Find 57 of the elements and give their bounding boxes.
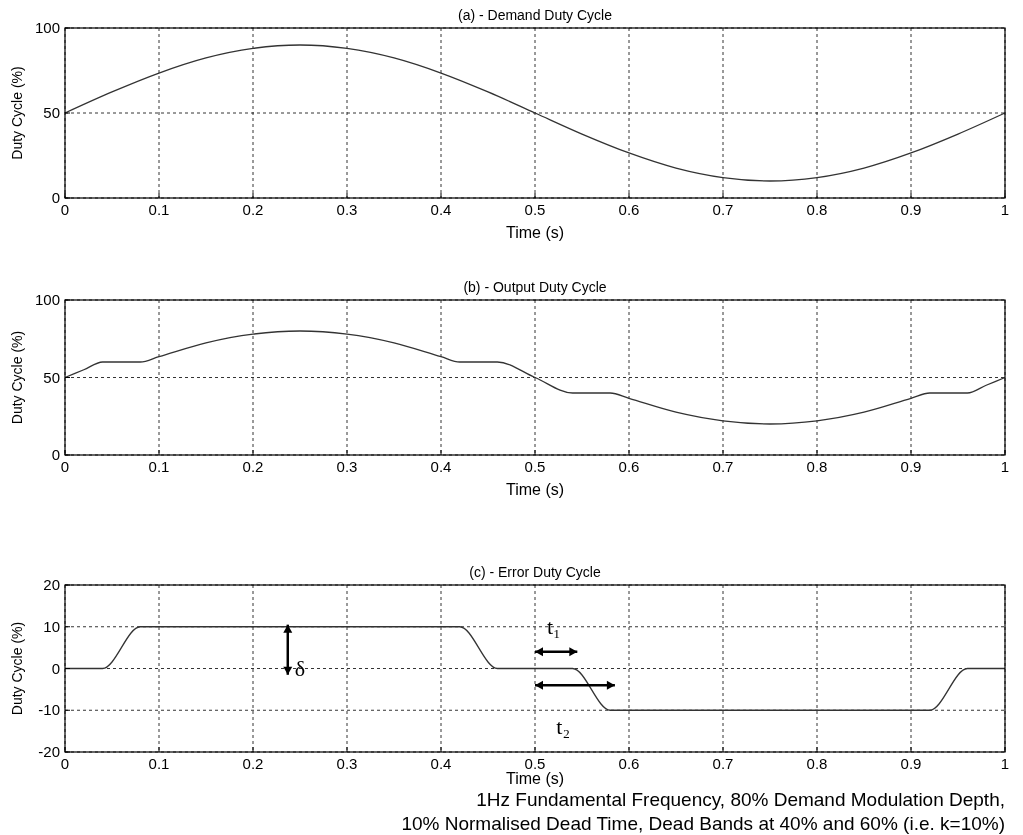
y-tick-label: 0 [51, 189, 60, 206]
x-axis-title: Time (s) [505, 224, 565, 241]
y-tick-label: 100 [34, 19, 60, 36]
x-tick-label: 0.2 [242, 755, 264, 772]
x-tick-label: 0.2 [242, 458, 264, 475]
x-tick-label: 0.8 [806, 201, 828, 218]
line-series [64, 44, 1006, 182]
chart-title: (a) - Demand Duty Cycle [457, 7, 613, 23]
annotation: t₂ [556, 713, 571, 739]
text: 10% Normalised Dead Time, Dead Bands at 40% and 60% (i.e. k=10%) [401, 813, 1005, 834]
y-axis-title: Duty Cycle (%) [9, 621, 25, 716]
text: 1Hz Fundamental Frequency, 80% Demand Modulation Depth, [476, 789, 1005, 810]
y-tick-label: 0 [51, 446, 60, 463]
x-tick-label: 0.3 [336, 201, 358, 218]
x-tick-label: 0.9 [900, 201, 922, 218]
x-tick-label: 0.1 [148, 755, 170, 772]
annotation: t₁ [546, 613, 561, 639]
x-tick-label: 0.5 [524, 201, 546, 218]
x-tick-label: 0.6 [618, 458, 640, 475]
x-tick-label: 0.1 [148, 201, 170, 218]
x-tick-label: 0.2 [242, 201, 264, 218]
y-axis-title: Duty Cycle (%) [9, 330, 25, 425]
x-tick-label: 0.3 [336, 458, 358, 475]
x-tick-label: 0.6 [618, 201, 640, 218]
x-tick-label: 1 [1000, 201, 1010, 218]
x-tick-label: 0.4 [430, 458, 452, 475]
x-tick-label: 0.9 [900, 458, 922, 475]
x-tick-label: 0.6 [618, 755, 640, 772]
y-tick-label: 50 [43, 104, 60, 121]
chart-title: (b) - Output Duty Cycle [463, 279, 607, 295]
x-tick-label: 0.7 [712, 458, 734, 475]
y-tick-label: 0 [51, 659, 60, 677]
y-axis-title: Duty Cycle (%) [9, 66, 25, 160]
x-axis-title: Time (s) [505, 770, 565, 787]
x-tick-label: 0.7 [712, 755, 734, 772]
x-tick-label: 0.8 [806, 458, 828, 475]
x-tick-label: 0.5 [524, 755, 546, 772]
y-tick-label: -10 [38, 701, 60, 719]
x-tick-label: 0.5 [524, 458, 546, 475]
x-tick-label: 0.9 [900, 755, 922, 772]
line-series [64, 330, 1006, 425]
x-tick-label: 0.8 [806, 755, 828, 772]
annotation: δ [294, 655, 306, 681]
y-tick-label: 50 [43, 368, 60, 386]
x-tick-label: 0.1 [148, 458, 170, 475]
x-tick-label: 1 [1000, 755, 1010, 772]
x-tick-label: 1 [1000, 458, 1010, 475]
x-tick-label: 0.7 [712, 201, 734, 218]
x-axis-title: Time (s) [505, 481, 565, 498]
y-tick-label: 100 [34, 291, 60, 308]
chart-title: (c) - Error Duty Cycle [469, 564, 601, 580]
y-tick-label: 20 [43, 576, 60, 593]
x-tick-label: 0.3 [336, 755, 358, 772]
x-tick-label: 0.4 [430, 201, 452, 218]
y-tick-label: 10 [43, 617, 60, 635]
x-tick-label: 0.4 [430, 755, 452, 772]
y-tick-label: -20 [38, 743, 60, 760]
